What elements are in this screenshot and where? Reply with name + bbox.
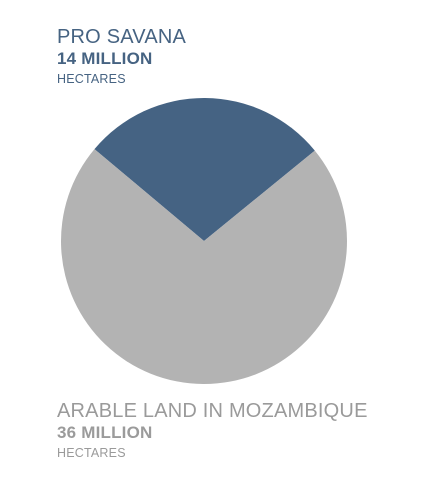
arable-land-title: ARABLE LAND IN MOZAMBIQUE xyxy=(57,400,368,422)
pro-savana-value: 14 MILLION xyxy=(57,49,153,68)
pie-slice-pro-savana xyxy=(94,98,315,242)
pro-savana-title: PRO SAVANA xyxy=(57,26,187,48)
pie-slice-arable-land-in-mozambique xyxy=(61,149,348,385)
arable-land-value: 36 MILLION xyxy=(57,423,153,442)
pro-savana-unit: HECTARES xyxy=(57,72,126,86)
arable-land-label: ARABLE LAND IN MOZAMBIQUE 36 MILLION HEC… xyxy=(57,400,368,461)
arable-land-unit: HECTARES xyxy=(57,446,126,460)
pro-savana-label: PRO SAVANA 14 MILLION HECTARES xyxy=(57,26,186,87)
